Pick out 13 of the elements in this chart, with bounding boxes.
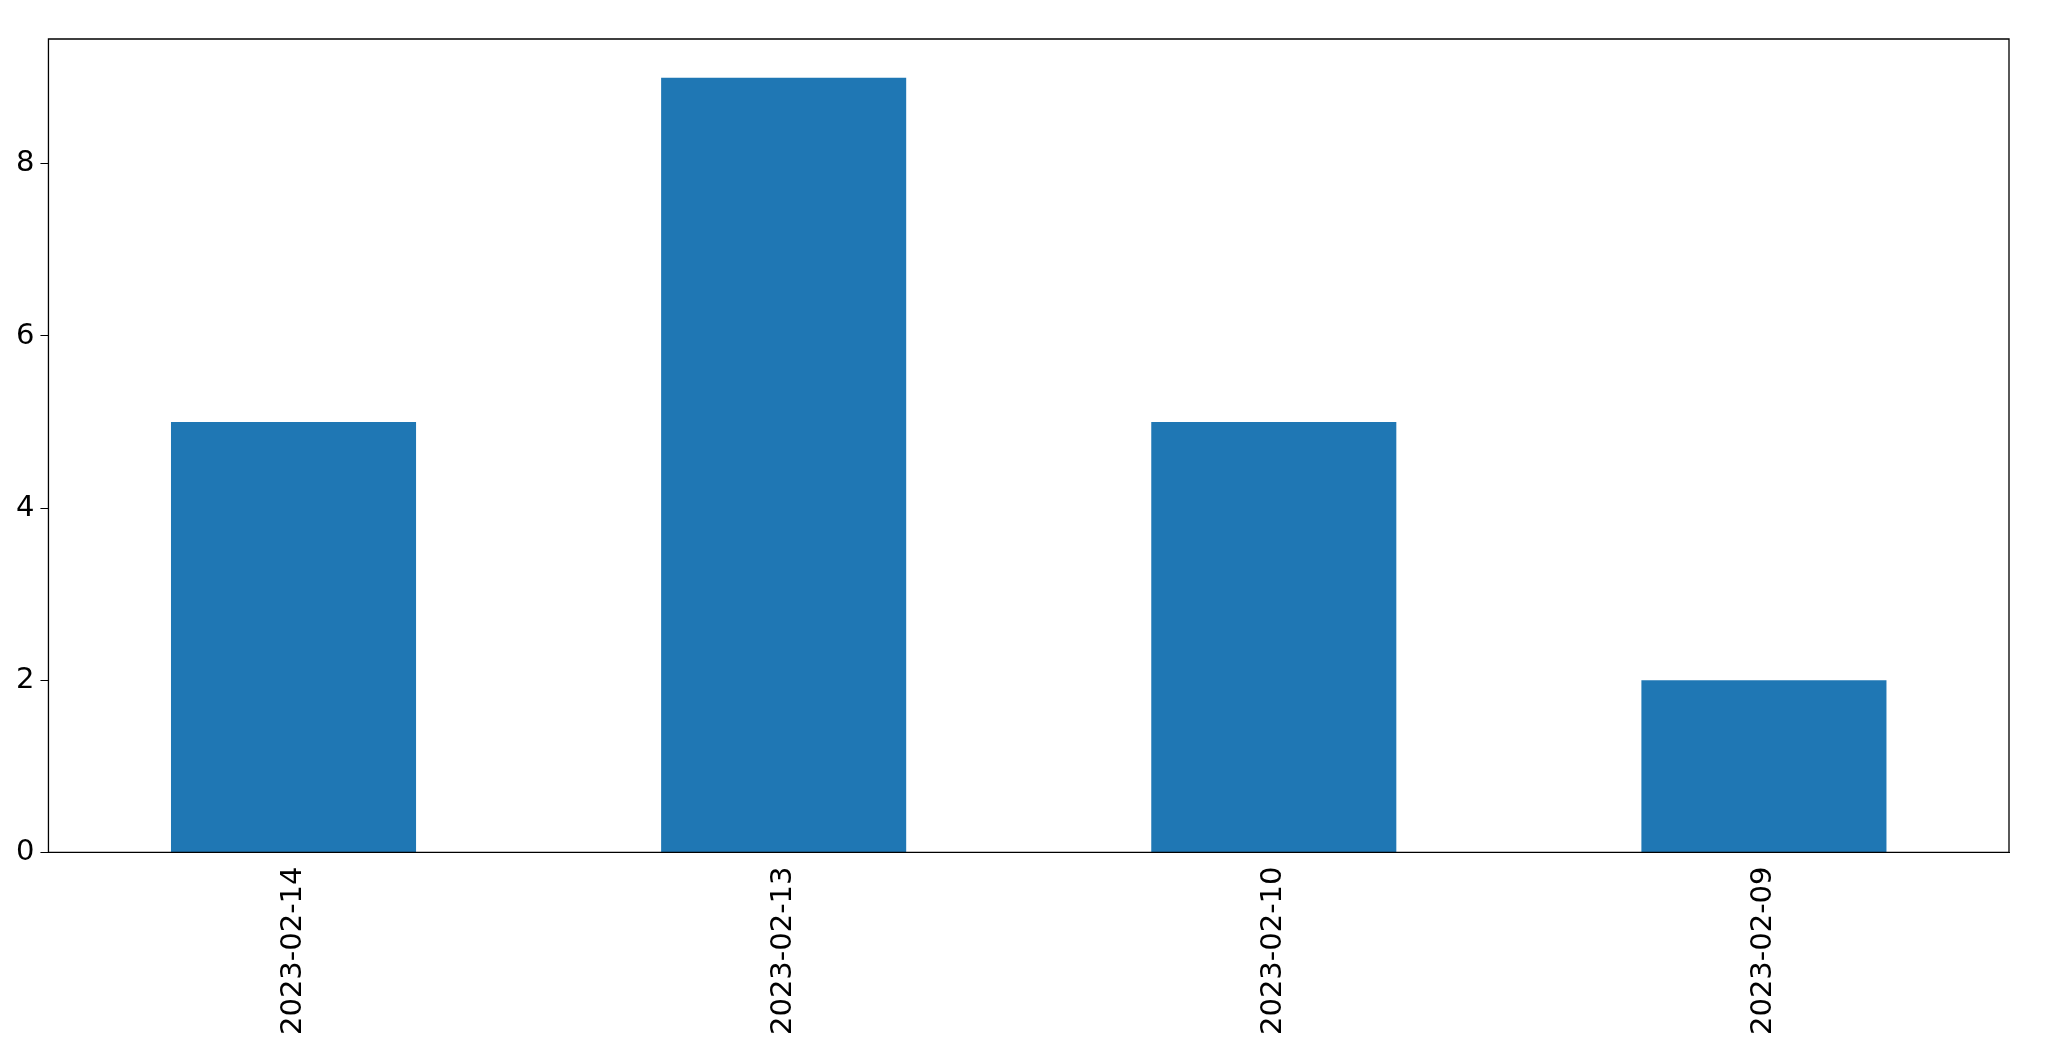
- bar: [661, 77, 907, 852]
- x-tick-label: 2023-02-13: [764, 866, 799, 1036]
- bar: [1151, 422, 1397, 852]
- y-tick-label: 2: [16, 660, 35, 695]
- x-tick-label: 2023-02-09: [1744, 866, 1779, 1036]
- x-tick-label: 2023-02-14: [274, 866, 309, 1036]
- y-tick-label: 6: [16, 316, 35, 351]
- y-tick-label: 4: [16, 488, 35, 523]
- bar: [1641, 680, 1887, 852]
- x-tick-label: 2023-02-10: [1254, 866, 1289, 1036]
- bar: [170, 422, 417, 852]
- y-tick-label: 0: [16, 833, 35, 867]
- y-tick-label: 8: [16, 144, 35, 179]
